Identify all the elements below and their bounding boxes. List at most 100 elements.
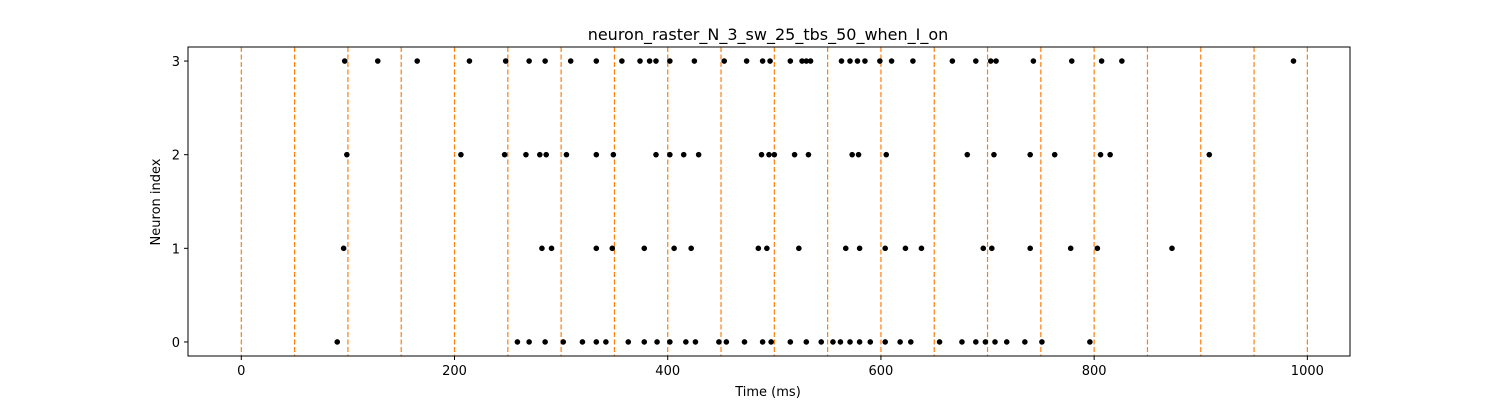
spike-n2 [523,151,529,158]
spike-n1 [1169,245,1175,252]
spike-n2 [791,151,798,158]
x-tick-label: 1000 [1291,364,1324,379]
spike-n0 [716,339,722,345]
spike-n0 [1039,339,1045,345]
x-axis-label: Time (ms) [734,385,801,400]
spike-n2 [1051,151,1058,158]
spike-n0 [741,339,748,345]
spike-n1 [918,245,925,252]
spike-n3 [341,58,348,64]
spike-markers [334,58,1297,345]
spike-n0 [1087,339,1093,345]
spike-n1 [1094,245,1101,252]
spike-n0 [560,339,567,345]
spike-n0 [692,339,699,345]
spike-n0 [768,339,774,345]
spike-n0 [667,339,673,345]
plot-area-frame [187,46,1351,357]
spike-n1 [1067,245,1074,252]
spike-n3 [721,58,728,64]
spike-n1 [539,245,545,252]
spike-n1 [755,245,762,252]
spike-n0 [882,339,888,345]
spike-n1 [340,245,347,252]
spike-n3 [803,58,810,64]
spike-n2 [855,151,862,158]
spike-n2 [758,151,765,158]
spike-n3 [1068,58,1075,64]
spike-n2 [805,151,812,158]
spike-n2 [1107,151,1113,158]
spike-n2 [1206,151,1213,158]
spike-n3 [526,58,532,64]
spike-n3 [414,58,421,64]
spike-n1 [980,245,987,252]
spike-n1 [548,245,555,252]
spike-n0 [526,339,532,345]
spike-n1 [688,245,694,252]
spike-n3 [949,58,956,64]
x-tick-label: 600 [869,364,894,379]
y-axis-label: Neuron index [149,158,164,245]
spike-n3 [1030,58,1037,64]
spike-n2 [458,151,464,158]
spike-n3 [862,58,868,64]
spike-n0 [982,339,989,345]
y-tick-label: 0 [172,336,180,351]
spike-n3 [646,58,653,64]
spike-n2 [667,151,673,158]
spike-n0 [856,339,863,345]
spike-n1 [796,245,802,252]
spike-n0 [334,339,341,345]
spike-n3 [466,58,473,64]
spike-n1 [609,245,616,252]
spike-n0 [723,339,730,345]
spike-n0 [959,339,965,345]
spike-n0 [542,339,548,345]
spike-n2 [543,151,549,158]
spike-n3 [743,58,750,64]
spike-n2 [695,151,702,158]
spike-n0 [837,339,844,345]
spike-n1 [856,245,863,252]
spike-n1 [882,245,888,252]
x-tick-label: 200 [442,364,467,379]
spike-n3 [910,58,916,64]
spike-n3 [847,58,853,64]
spike-n2 [501,151,508,158]
y-tick-label: 2 [172,149,180,164]
spike-n3 [593,58,600,64]
spike-n0 [787,339,794,345]
spike-n0 [907,339,914,345]
spike-n2 [593,151,600,158]
spike-n1 [1027,245,1033,252]
spike-n0 [867,339,874,345]
spike-n0 [1003,339,1010,345]
spike-n2 [883,151,890,158]
spike-n3 [1098,58,1105,64]
spike-n0 [654,339,660,345]
spike-n2 [610,151,617,158]
spike-n3 [637,58,643,64]
spike-n1 [764,245,770,252]
spike-n3 [542,58,548,64]
spike-n0 [579,339,586,345]
spike-n2 [680,151,687,158]
spike-n3 [619,58,625,64]
spike-n3 [987,58,994,64]
spike-n3 [877,58,883,64]
spike-n1 [842,245,849,252]
spike-n0 [593,339,600,345]
spike-n1 [641,245,648,252]
spike-n2 [344,151,350,158]
dashed-reference-lines [240,47,1308,356]
x-axis-ticks: 0 200 400 600 800 1000 [237,356,1324,379]
spike-n0 [514,339,521,345]
spike-n1 [902,245,909,252]
spike-n0 [1022,339,1028,345]
spike-n3 [567,58,574,64]
spike-n3 [1290,58,1297,64]
spike-n3 [838,58,845,64]
spike-n0 [936,339,943,345]
